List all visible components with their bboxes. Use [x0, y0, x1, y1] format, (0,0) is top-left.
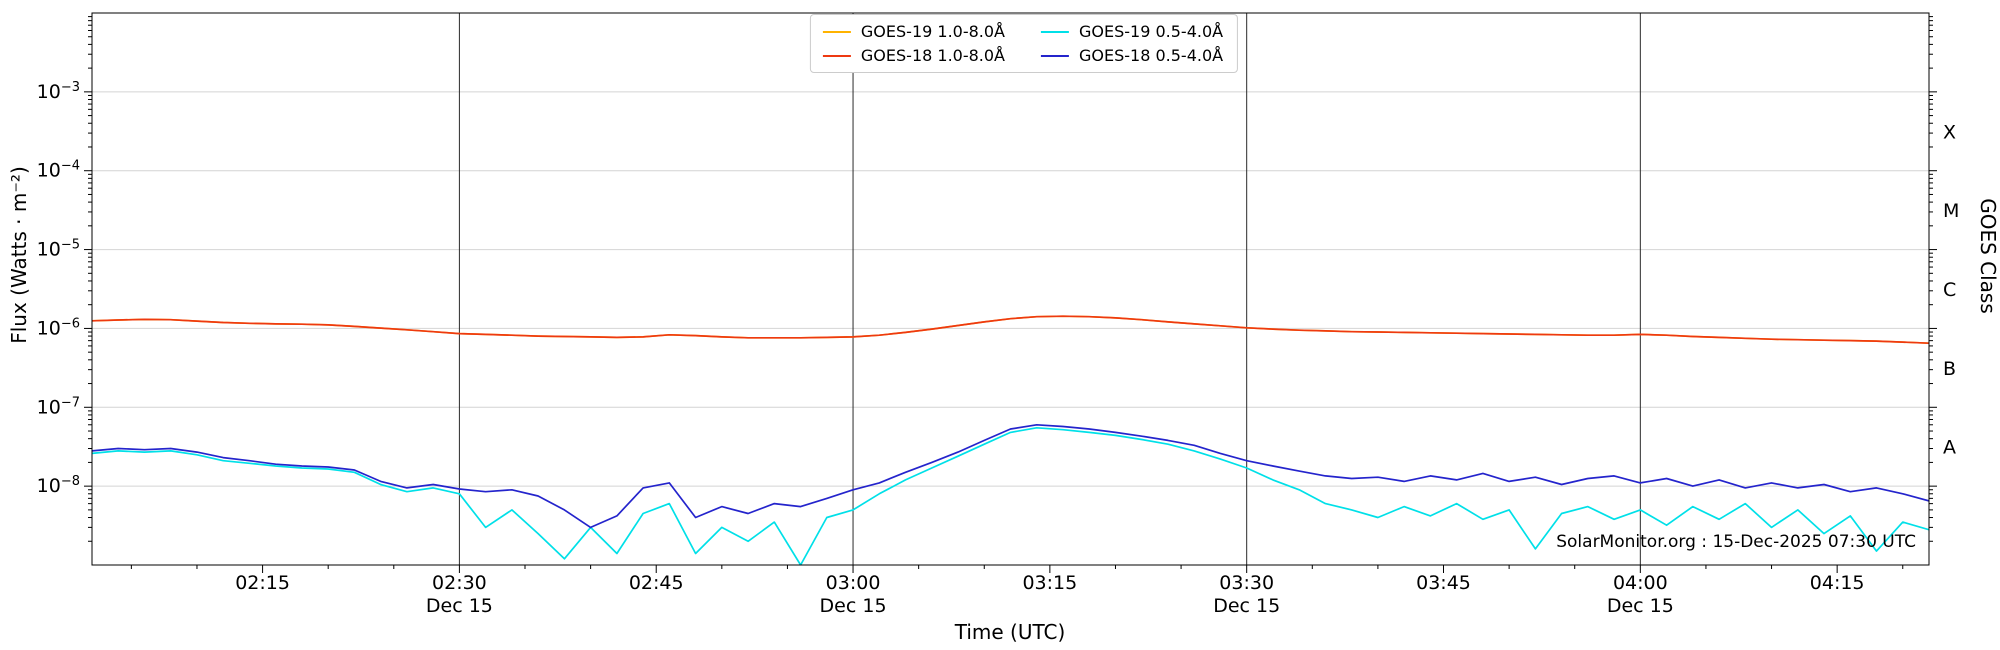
legend-label: GOES-18 0.5-4.0Å — [1079, 46, 1224, 65]
y-tick-label: 10−5 — [37, 238, 80, 261]
x-tick-label: 03:15 — [1022, 572, 1077, 594]
y-tick-label: 10−3 — [37, 80, 80, 103]
y-tick-exponent: −7 — [61, 395, 80, 410]
legend-label: GOES-19 1.0-8.0Å — [860, 22, 1005, 41]
y-tick-exponent: −4 — [61, 159, 80, 174]
goes-class-c: C — [1943, 279, 1956, 301]
x-tick-day-label: Dec 15 — [426, 595, 493, 617]
axis-ticks — [84, 16, 1937, 573]
x-tick-label: 02:45 — [629, 572, 684, 594]
legend-label: GOES-18 1.0-8.0Å — [860, 46, 1005, 65]
x-tick-day-label: Dec 15 — [820, 595, 887, 617]
goes-class-x: X — [1943, 121, 1956, 143]
x-tick-day-label: Dec 15 — [1607, 595, 1674, 617]
x-tick-label: 02:15 — [235, 572, 290, 594]
series-goes-19-1-0-8-0 — [92, 315, 1929, 345]
goes-class-letters: X M C B A — [1943, 121, 1959, 458]
y-tick-exponent: −6 — [61, 316, 80, 331]
x-tick-label: 02:30 — [432, 572, 487, 594]
legend-item-goes-18-0-5-4-0: GOES-18 0.5-4.0Å — [1041, 46, 1223, 65]
x-axis-title: Time (UTC) — [954, 620, 1066, 644]
goes-class-m: M — [1943, 200, 1959, 222]
y-tick-exponent: −3 — [61, 80, 80, 95]
x-tick-label: 03:00 — [826, 572, 881, 594]
series-lines — [92, 315, 1929, 565]
y-tick-label: 10−6 — [37, 316, 80, 339]
right-axis-title: GOES Class — [1976, 198, 2000, 314]
legend: GOES-19 1.0-8.0Å GOES-18 1.0-8.0Å GOES-19 … — [809, 14, 1239, 73]
y-tick-exponent: −8 — [61, 474, 80, 489]
plot-border — [91, 12, 1930, 566]
watermark: SolarMonitor.org : 15-Dec-2025 07:30 UTC — [1556, 532, 1916, 552]
series-goes-19-0-5-4-0 — [92, 426, 1929, 565]
y-tick-label: 10−7 — [37, 395, 80, 418]
legend-swatch — [1041, 54, 1069, 57]
legend-item-goes-19-1-0-8-0: GOES-19 1.0-8.0Å — [822, 22, 1005, 41]
y-axis-title: Flux (Watts · m⁻²) — [7, 166, 31, 344]
x-tick-label: 04:00 — [1613, 572, 1668, 594]
day-boundary-lines — [458, 13, 1641, 565]
legend-column: GOES-19 0.5-4.0Å GOES-18 0.5-4.0Å — [1041, 22, 1223, 65]
legend-label: GOES-19 0.5-4.0Å — [1079, 22, 1224, 41]
gridlines — [92, 91, 1929, 487]
legend-swatch — [1041, 30, 1069, 33]
x-tick-label: 03:45 — [1416, 572, 1471, 594]
legend-column: GOES-19 1.0-8.0Å GOES-18 1.0-8.0Å — [822, 22, 1005, 65]
legend-item-goes-18-1-0-8-0: GOES-18 1.0-8.0Å — [822, 46, 1005, 65]
y-tick-label: 10−8 — [37, 474, 80, 497]
x-tick-label: 04:15 — [1810, 572, 1865, 594]
goes-class-a: A — [1943, 437, 1956, 459]
legend-swatch — [822, 30, 851, 33]
legend-swatch — [822, 54, 851, 57]
x-tick-day-label: Dec 15 — [1213, 595, 1280, 617]
y-tick-exponent: −5 — [61, 238, 80, 253]
series-goes-18-1-0-8-0 — [92, 315, 1929, 345]
series-goes-18-0-5-4-0 — [92, 423, 1929, 529]
goes-class-b: B — [1943, 358, 1956, 380]
y-tick-label: 10−4 — [37, 159, 80, 182]
y-tick-labels: 10−3 10−4 10−5 10−6 10−7 10−8 — [37, 80, 80, 497]
x-tick-label: 03:30 — [1219, 572, 1274, 594]
legend-item-goes-19-0-5-4-0: GOES-19 0.5-4.0Å — [1041, 22, 1223, 41]
